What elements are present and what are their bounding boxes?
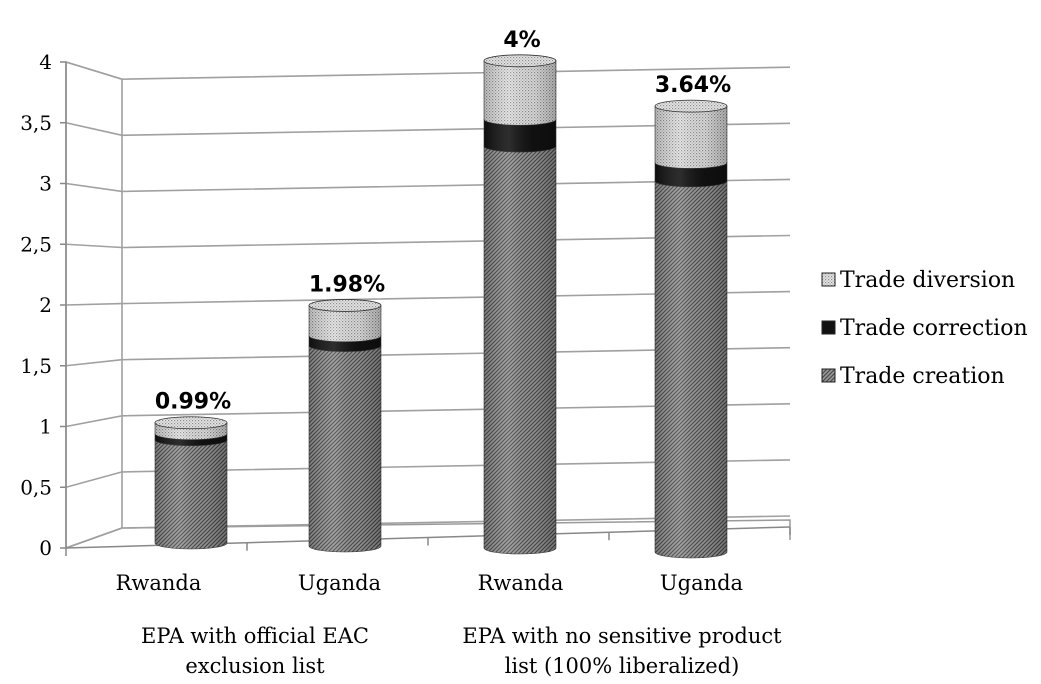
y-tick-label: 3 (39, 172, 52, 196)
group-label: EPA with official EAC exclusion list (141, 624, 369, 678)
bar-shading (484, 119, 556, 153)
data-label: 0.99% (155, 390, 231, 415)
y-tick-label: 1 (39, 415, 52, 439)
group-label: EPA with no sensitive product list (100% … (462, 624, 782, 678)
legend-swatch (821, 368, 836, 383)
bar-shading (484, 146, 556, 554)
group-label-line: EPA with official EAC (141, 624, 369, 648)
y-tick-label: 0 (39, 536, 52, 560)
bar-segment (483, 145, 557, 555)
gridline (65, 290, 791, 306)
legend-label: Trade creation (840, 364, 1005, 389)
legend-item: Trade creation (821, 364, 1005, 389)
data-labels: 0.99% 1.98% 4% 3.64% (155, 28, 731, 415)
y-tick-label: 2,5 (20, 232, 52, 256)
gridline (65, 234, 791, 249)
bar-stack (654, 99, 728, 559)
legend-swatch (821, 320, 836, 335)
gridline (65, 346, 791, 367)
x-tick-label: Rwanda (116, 571, 202, 595)
gridline (65, 178, 791, 193)
legend: Trade diversion Trade correction Trade cre… (821, 268, 1028, 389)
bar-top-cap (154, 416, 228, 430)
y-tick-label: 1,5 (20, 354, 52, 378)
legend-swatch (821, 272, 836, 287)
bar-segment (654, 180, 728, 559)
bar-segment (308, 345, 382, 553)
gridline (65, 459, 791, 489)
bar-top-cap (654, 99, 728, 113)
y-tick-label: 3,5 (20, 111, 52, 135)
y-tick-label: 0,5 (20, 475, 52, 499)
x-tick-label: Uganda (298, 571, 381, 595)
y-tick-label: 4 (39, 50, 52, 74)
y-axis: 0 0,5 1 1,5 2 2,5 3 3,5 4 (20, 50, 67, 560)
bar-segment (654, 105, 728, 169)
bar-shading (155, 439, 227, 549)
bar-segment (154, 439, 228, 550)
gridline (65, 515, 791, 549)
bar-shading (655, 162, 727, 187)
bar-top-cap (483, 54, 557, 68)
bars (154, 54, 728, 559)
gridlines (65, 61, 791, 549)
bar-segment (654, 162, 728, 188)
legend-label: Trade correction (840, 316, 1028, 341)
legend-label: Trade diversion (840, 268, 1015, 293)
gridline (65, 403, 791, 428)
bar-segment (483, 60, 557, 126)
bar-segment (308, 305, 382, 343)
x-tick-label: Uganda (660, 571, 743, 595)
legend-item: Trade correction (821, 316, 1028, 341)
bar-stack (154, 416, 228, 550)
bar-stack (483, 54, 557, 555)
group-label-line: EPA with no sensitive product (462, 624, 782, 648)
bar-stack (308, 299, 382, 553)
bar-shading (309, 345, 381, 552)
data-label: 4% (503, 28, 540, 53)
bar-shading (484, 60, 556, 126)
group-label-line: exclusion list (185, 654, 325, 678)
data-label: 3.64% (655, 73, 731, 98)
data-label: 1.98% (309, 272, 385, 297)
gridline (65, 121, 791, 137)
x-tick-label: Rwanda (478, 571, 564, 595)
bar-shading (655, 180, 727, 558)
bar-shading (309, 305, 381, 342)
bar-top-cap (308, 299, 382, 312)
gridline (65, 61, 791, 81)
bar-segment (483, 118, 557, 153)
y-tick-label: 2 (39, 293, 52, 317)
legend-item: Trade diversion (821, 268, 1015, 293)
group-label-line: list (100% liberalized) (505, 654, 740, 678)
bar-shading (655, 106, 727, 169)
